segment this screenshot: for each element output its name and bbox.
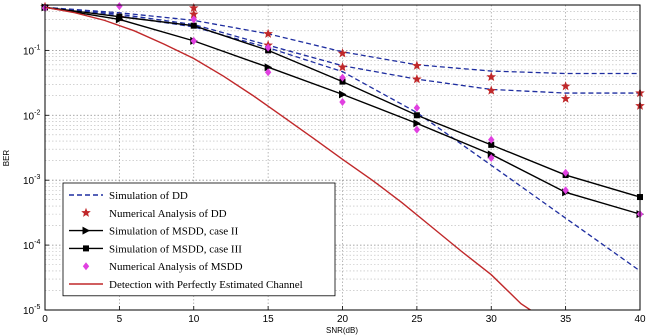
legend-label: Simulation of MSDD, case III: [109, 243, 242, 255]
legend-entry: Numerical Analysis of DD: [81, 207, 227, 220]
triangle-right-marker: [413, 119, 421, 128]
legend-label: Numerical Analysis of DD: [109, 208, 227, 220]
square-marker: [413, 112, 420, 119]
diamond-marker: [82, 262, 90, 271]
diamond-marker: [488, 153, 495, 162]
y-tick-label: 10-3: [23, 174, 40, 187]
diamond-marker: [264, 43, 272, 52]
star-marker: [486, 71, 497, 81]
square-marker: [488, 141, 495, 148]
series-layer: [40, 1, 645, 310]
star-marker: [412, 74, 422, 84]
tick-labels: 0 5 10 15 20 25 30 35 40 10-5 10-4 10-3 10-2 10-1: [23, 44, 646, 325]
series-4: [41, 2, 644, 219]
x-tick-label: 5: [117, 314, 123, 325]
series-line: [45, 6, 532, 310]
diamond-marker: [116, 2, 123, 11]
triangle-right-marker: [82, 226, 90, 235]
diamond-marker: [264, 68, 272, 77]
square-marker: [83, 245, 89, 252]
legend-entry: Detection with Perfectly Estimated Chann…: [69, 279, 303, 291]
star-marker: [412, 60, 422, 70]
legend-label: Numerical Analysis of MSDD: [109, 261, 243, 273]
x-tick-label: 35: [560, 314, 572, 325]
star-marker: [486, 85, 497, 95]
y-tick-label: 10-2: [23, 109, 40, 122]
star-marker: [81, 207, 91, 217]
legend-label: Detection with Perfectly Estimated Chann…: [109, 279, 303, 291]
series-line: [45, 6, 640, 75]
diamond-marker: [562, 186, 569, 195]
diamond-marker: [190, 15, 197, 24]
diamond-marker: [190, 36, 197, 45]
triangle-right-marker: [264, 63, 273, 72]
legend: Simulation of DD Numerical Analysis of DD…: [62, 182, 336, 297]
star-marker: [337, 48, 348, 58]
square-marker: [116, 13, 123, 20]
legend-entry: Numerical Analysis of MSDD: [82, 261, 243, 273]
y-tick-label: 10-5: [23, 304, 40, 317]
y-tick-label: 10-1: [23, 44, 40, 57]
diamond-marker: [339, 98, 346, 107]
legend-label: Simulation of MSDD, case II: [109, 226, 239, 238]
legend-label: Simulation of DD: [109, 190, 188, 202]
series-5: [45, 6, 532, 310]
diamond-marker: [339, 73, 346, 82]
star-marker: [263, 28, 273, 38]
x-tick-label: 25: [411, 314, 423, 325]
x-tick-label: 10: [188, 314, 200, 325]
legend-entry: Simulation of MSDD, case III: [69, 243, 242, 255]
star-marker: [560, 81, 571, 91]
legend-entry: Simulation of MSDD, case II: [69, 226, 239, 238]
x-tick-label: 20: [337, 314, 349, 325]
legend-box: [62, 182, 336, 297]
x-tick-label: 15: [263, 314, 275, 325]
diamond-marker: [562, 168, 569, 177]
y-axis-label: BER: [2, 150, 11, 167]
diamond-marker: [413, 103, 421, 112]
legend-entry: Simulation of DD: [69, 190, 188, 202]
diamond-marker: [488, 135, 495, 144]
star-marker: [337, 62, 348, 72]
triangle-right-marker: [339, 90, 347, 99]
x-axis-label: SNR(dB): [326, 326, 358, 335]
square-marker: [190, 22, 197, 29]
x-tick-label: 30: [486, 314, 498, 325]
x-tick-label: 40: [634, 314, 646, 325]
plot-frame: [44, 4, 641, 311]
x-tick-label: 0: [42, 314, 48, 325]
star-marker: [560, 93, 571, 103]
y-tick-label: 10-4: [23, 239, 40, 252]
diamond-marker: [413, 125, 421, 134]
